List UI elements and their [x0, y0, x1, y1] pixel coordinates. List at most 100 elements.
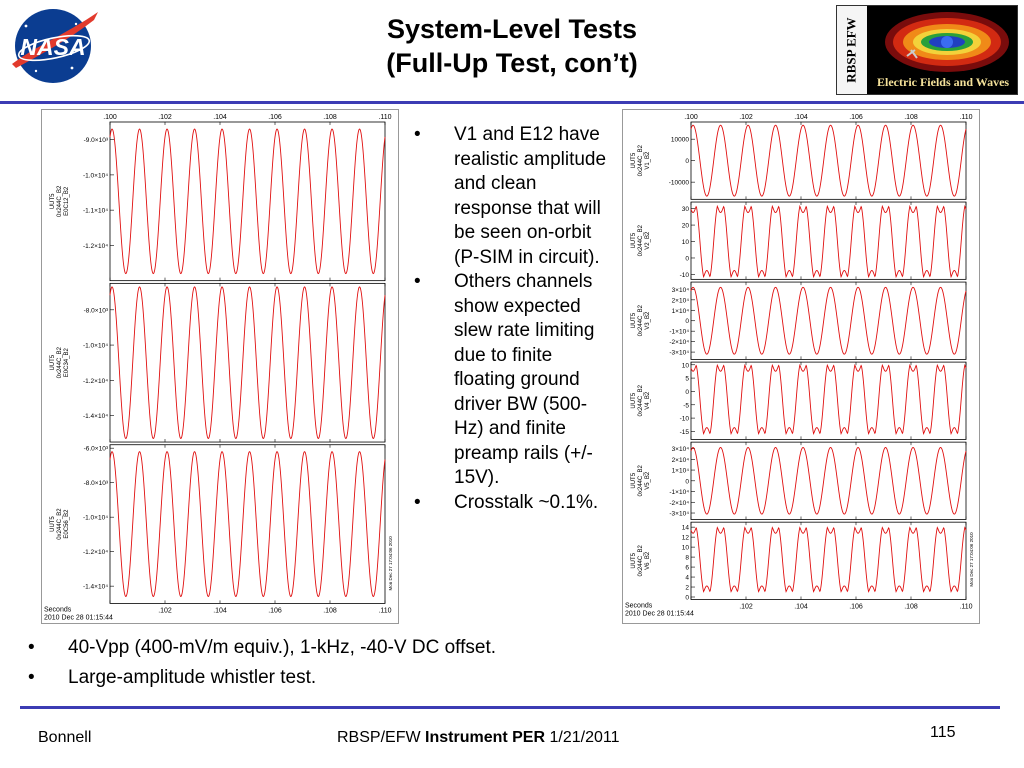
y-tick-label: 8	[685, 555, 689, 562]
x-tick-label-top: .110	[378, 114, 391, 121]
y-tick-label: -3×10⁴	[669, 350, 689, 357]
x-axis-label: Seconds	[44, 606, 72, 613]
panel-y-label: UUT5	[631, 472, 637, 488]
y-tick-label: -8.0×10³	[84, 480, 109, 487]
header-rule	[0, 101, 1024, 104]
y-tick-label: 0	[685, 318, 689, 325]
time-origin-label: 2010 Dec 28 01:15:44	[625, 611, 694, 618]
y-tick-label: 6	[685, 565, 689, 572]
x-tick-label-top: .108	[904, 114, 918, 121]
x-tick-label-bottom: .108	[323, 607, 337, 614]
panel-frame	[690, 281, 967, 360]
bullet-dot: •	[28, 667, 35, 688]
x-tick-label-top: .100	[684, 114, 698, 121]
panel-y-label: 0x244C_B2	[638, 544, 644, 576]
panel-y-label: UUT5	[631, 232, 637, 248]
y-tick-label: -1.4×10⁴	[83, 413, 108, 420]
panel-y-label: V5_B2	[645, 471, 651, 490]
panel-y-label: E0C12_B2	[64, 186, 70, 216]
bullet-text: Others channels show expected slew rate …	[454, 271, 595, 488]
panel-frame	[690, 441, 967, 520]
panel-y-label: UUT5	[631, 312, 637, 328]
x-tick-label-top: .106	[849, 114, 863, 121]
waveform-trace	[690, 286, 967, 355]
panel-y-label: 0x244C_B2	[57, 508, 63, 540]
x-tick-label-bottom: .102	[739, 604, 753, 611]
panel-y-label: E0C34_B2	[64, 348, 70, 378]
panel-frame	[690, 521, 967, 600]
x-tick-label-bottom: .108	[904, 604, 918, 611]
y-tick-label: 2×10⁴	[672, 457, 690, 464]
panel-y-label: V1_B2	[645, 151, 651, 170]
y-tick-label: -1.2×10⁴	[83, 549, 108, 556]
panel-y-label: UUT5	[631, 552, 637, 568]
e-channel-waveform-svg: .100 .102 .104 .106 .108 .110 -9.0×10³ -1.0×10⁴…	[44, 114, 393, 621]
panel-y-label: 0x244C_B2	[638, 384, 644, 416]
y-tick-label: -1.0×10⁴	[83, 172, 108, 179]
y-tick-label: 20	[682, 223, 690, 230]
panel-y-label: E0C56_B2	[64, 509, 70, 539]
panel-frame	[109, 444, 386, 604]
list-item: • Others channels show expected slew rate…	[410, 270, 615, 491]
y-tick-label: 4	[685, 575, 689, 582]
x-tick-label-top: .102	[739, 114, 753, 121]
y-tick-label: -3×10⁴	[669, 511, 689, 518]
bottom-bullet-list: • 40-Vpp (400-mV/m equiv.), 1-kHz, -40-V …	[28, 633, 496, 693]
y-tick-label: 0	[685, 158, 689, 165]
title-line-1: System-Level Tests	[386, 14, 638, 44]
y-tick-label: -5	[683, 402, 689, 409]
panel-frame	[109, 121, 386, 282]
y-tick-label: 10	[682, 362, 690, 369]
x-tick-label-bottom: .106	[849, 604, 863, 611]
panel-y-label: UUT5	[631, 152, 637, 168]
e-channel-waveform-plot: .100 .102 .104 .106 .108 .110 -9.0×10³ -1.0×10⁴…	[41, 109, 399, 624]
y-tick-label: -1.4×10⁴	[83, 584, 108, 591]
x-tick-label-top: .102	[158, 114, 172, 121]
y-tick-label: 10	[682, 239, 690, 246]
bullet-text: Large-amplitude whistler test.	[68, 667, 317, 688]
y-tick-label: 0	[685, 389, 689, 396]
y-tick-label: -1×10⁴	[669, 489, 689, 496]
y-tick-label: 0	[685, 595, 689, 602]
y-tick-label: 1×10⁴	[672, 468, 690, 475]
list-item: • Crosstalk ~0.1%.	[410, 491, 615, 516]
y-tick-label: -10	[680, 416, 690, 423]
panel-y-label: UUT5	[50, 354, 56, 370]
panel-y-label: V4_B2	[645, 391, 651, 410]
panel-frame	[690, 361, 967, 440]
y-tick-label: 10000	[671, 137, 689, 144]
bullet-dot: •	[414, 491, 421, 513]
x-tick-label-bottom: .110	[959, 604, 972, 611]
panel-frame	[690, 121, 967, 200]
x-tick-label-top: .110	[959, 114, 972, 121]
right-bullet-list: • V1 and E12 have realistic amplitude and…	[410, 123, 615, 515]
bullet-dot: •	[414, 271, 421, 292]
page-number: 115	[930, 724, 956, 741]
y-tick-label: -1×10⁴	[669, 329, 689, 336]
time-origin-label: 2010 Dec 28 01:15:44	[44, 614, 113, 621]
y-tick-label: -10000	[669, 180, 690, 187]
list-item: • Large-amplitude whistler test.	[28, 663, 496, 693]
x-tick-label-bottom: .106	[268, 607, 282, 614]
y-tick-label: 10	[682, 545, 690, 552]
bullet-text: V1 and E12 have realistic amplitude and …	[454, 124, 607, 268]
footer-doc-prefix: RBSP/EFW	[337, 729, 426, 746]
efw-logo-caption: Electric Fields and Waves	[877, 75, 1010, 89]
x-tick-label-bottom: .104	[213, 607, 227, 614]
panel-y-label: UUT5	[50, 516, 56, 532]
y-tick-label: 12	[682, 535, 690, 542]
waveform-trace	[109, 128, 386, 275]
footer-rule	[20, 706, 1000, 709]
y-tick-label: -9.0×10³	[84, 137, 109, 144]
y-tick-label: 0	[685, 255, 689, 262]
panel-y-label: V2_B2	[645, 231, 651, 250]
panel-frame	[690, 201, 967, 280]
y-tick-label: 2×10⁴	[672, 297, 690, 304]
x-tick-label-top: .106	[268, 114, 282, 121]
bullet-text: Crosstalk ~0.1%.	[454, 491, 599, 513]
y-tick-label: -15	[680, 429, 690, 436]
list-item: • 40-Vpp (400-mV/m equiv.), 1-kHz, -40-V …	[28, 633, 496, 663]
y-tick-label: -1.0×10⁴	[83, 515, 108, 522]
y-tick-label: -1.1×10⁴	[83, 208, 108, 215]
x-tick-label-top: .100	[103, 114, 117, 121]
